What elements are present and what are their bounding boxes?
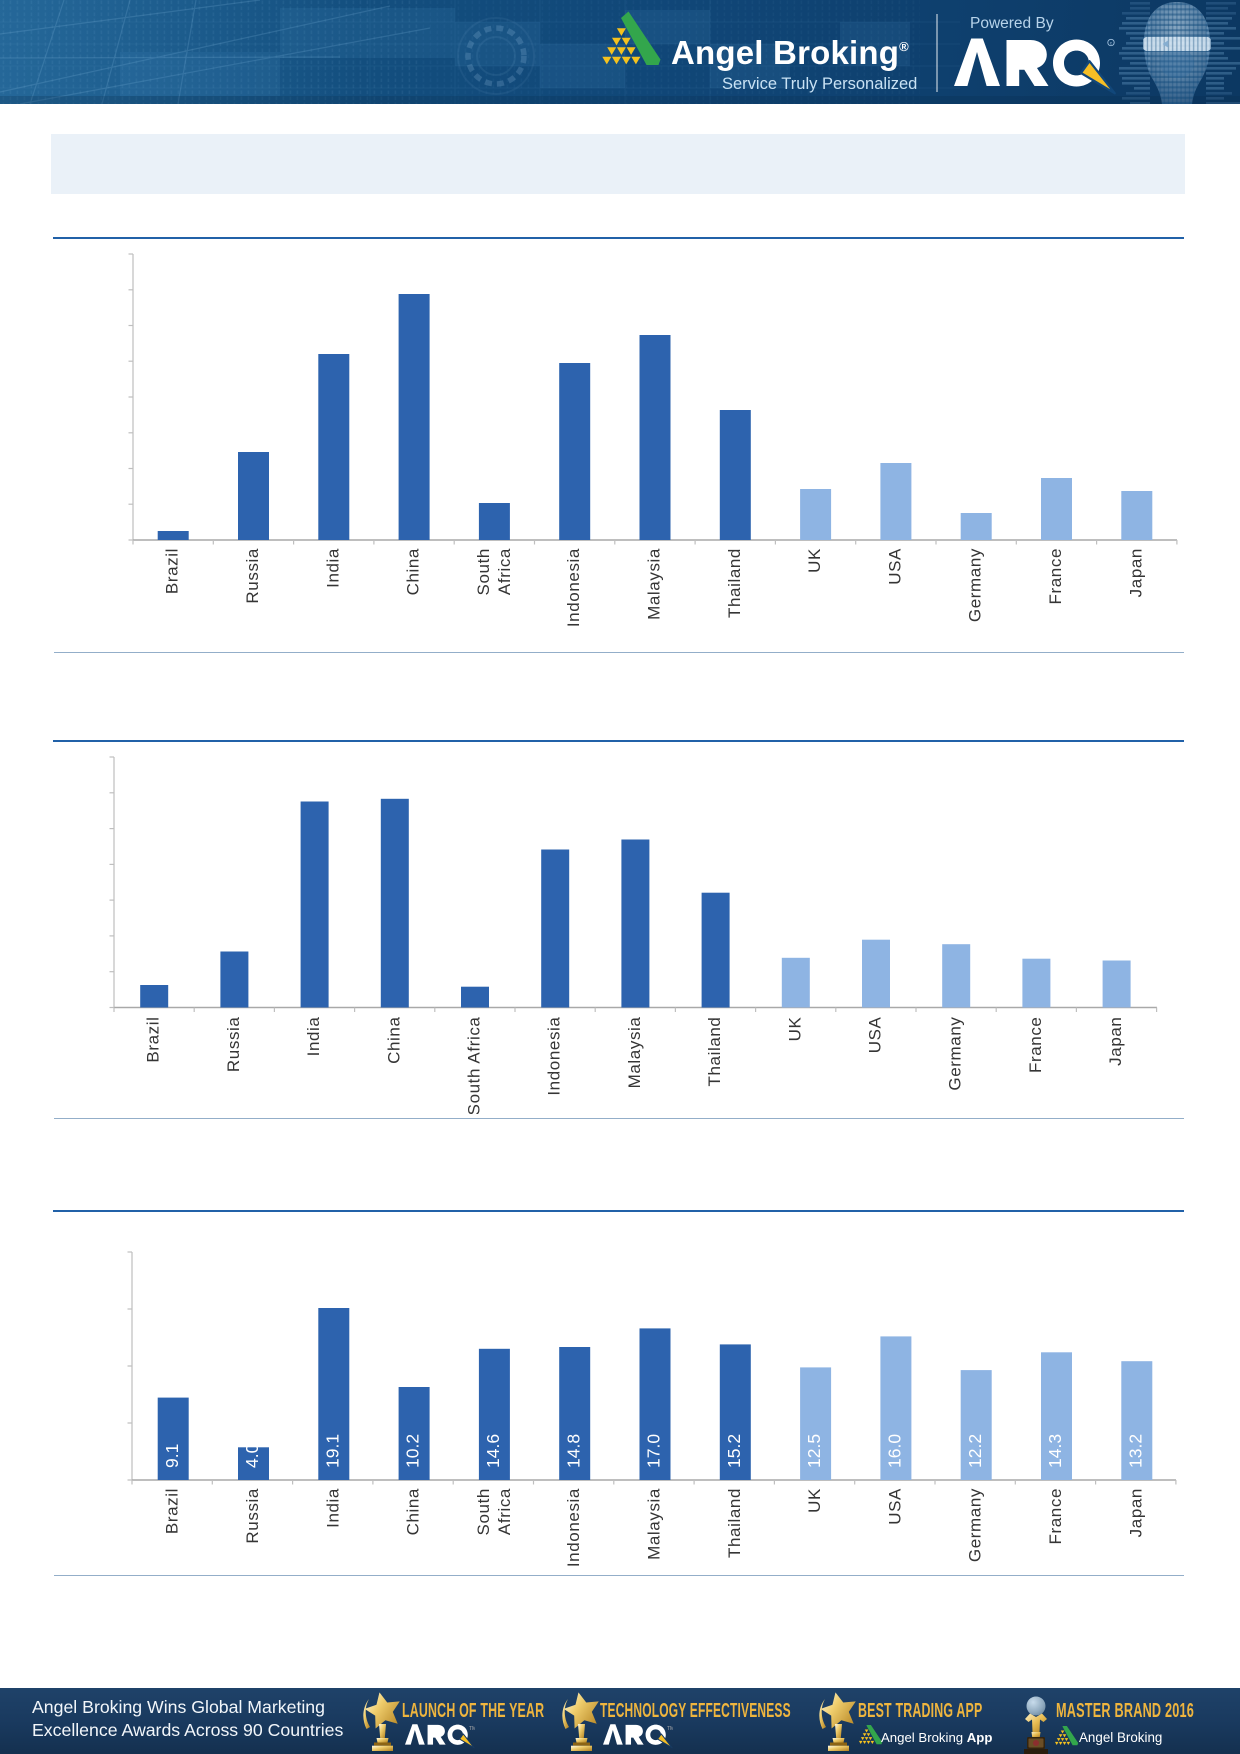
svg-text:Malaysia: Malaysia <box>644 548 663 620</box>
svg-text:Germany: Germany <box>966 548 985 622</box>
svg-text:China: China <box>384 1017 403 1064</box>
svg-text:India: India <box>304 1017 323 1057</box>
svg-text:Africa: Africa <box>495 1488 514 1535</box>
svg-text:12.2: 12.2 <box>965 1434 985 1468</box>
svg-text:India: India <box>323 548 342 588</box>
svg-text:14.8: 14.8 <box>563 1434 583 1468</box>
svg-text:13.2: 13.2 <box>1125 1434 1145 1468</box>
svg-text:Malaysia: Malaysia <box>644 1488 663 1560</box>
svg-text:Thailand: Thailand <box>725 1488 744 1558</box>
svg-text:China: China <box>404 1488 423 1535</box>
svg-text:Germany: Germany <box>946 1016 965 1090</box>
svg-text:Malaysia: Malaysia <box>625 1017 644 1089</box>
svg-text:Japan: Japan <box>1126 548 1145 597</box>
svg-text:c: c <box>1110 42 1113 47</box>
svg-text:Russia: Russia <box>243 548 262 604</box>
svg-text:10.2: 10.2 <box>403 1434 423 1468</box>
svg-text:Japan: Japan <box>1126 1488 1145 1537</box>
svg-text:Germany: Germany <box>966 1488 985 1562</box>
svg-text:Thailand: Thailand <box>725 548 744 618</box>
svg-text:Japan: Japan <box>1106 1017 1125 1066</box>
svg-text:India: India <box>323 1488 342 1528</box>
svg-text:Brazil: Brazil <box>163 1488 182 1534</box>
svg-text:Russia: Russia <box>243 1488 262 1544</box>
svg-text:Indonesia: Indonesia <box>564 1488 583 1567</box>
svg-text:Africa: Africa <box>495 548 514 595</box>
svg-text:UK: UK <box>785 1016 804 1041</box>
svg-text:15.2: 15.2 <box>724 1434 744 1468</box>
svg-text:Thailand: Thailand <box>705 1017 724 1087</box>
svg-text:USA: USA <box>885 1488 904 1525</box>
svg-text:Russia: Russia <box>224 1017 243 1073</box>
svg-text:South Africa: South Africa <box>464 1017 483 1115</box>
svg-text:USA: USA <box>865 1016 884 1053</box>
svg-text:17.0: 17.0 <box>644 1434 664 1468</box>
svg-text:TM: TM <box>667 1726 673 1732</box>
svg-text:France: France <box>1046 548 1065 605</box>
svg-text:9.1: 9.1 <box>162 1444 182 1468</box>
svg-text:South: South <box>474 548 493 595</box>
svg-text:USA: USA <box>885 548 904 585</box>
svg-text:France: France <box>1046 1488 1065 1545</box>
svg-text:South: South <box>474 1488 493 1535</box>
svg-text:Indonesia: Indonesia <box>564 548 583 627</box>
svg-text:4.0: 4.0 <box>242 1443 262 1468</box>
svg-text:UK: UK <box>805 1488 824 1513</box>
svg-text:16.0: 16.0 <box>885 1434 905 1468</box>
svg-text:14.3: 14.3 <box>1045 1434 1065 1468</box>
svg-text:TM: TM <box>469 1726 475 1732</box>
svg-text:Indonesia: Indonesia <box>545 1017 564 1096</box>
svg-text:UK: UK <box>805 548 824 573</box>
svg-text:19.1: 19.1 <box>322 1434 342 1468</box>
svg-text:France: France <box>1026 1017 1045 1074</box>
svg-text:14.6: 14.6 <box>483 1434 503 1468</box>
svg-text:Brazil: Brazil <box>163 548 182 594</box>
svg-text:12.5: 12.5 <box>804 1434 824 1468</box>
svg-text:Brazil: Brazil <box>144 1017 163 1063</box>
svg-text:China: China <box>404 548 423 595</box>
